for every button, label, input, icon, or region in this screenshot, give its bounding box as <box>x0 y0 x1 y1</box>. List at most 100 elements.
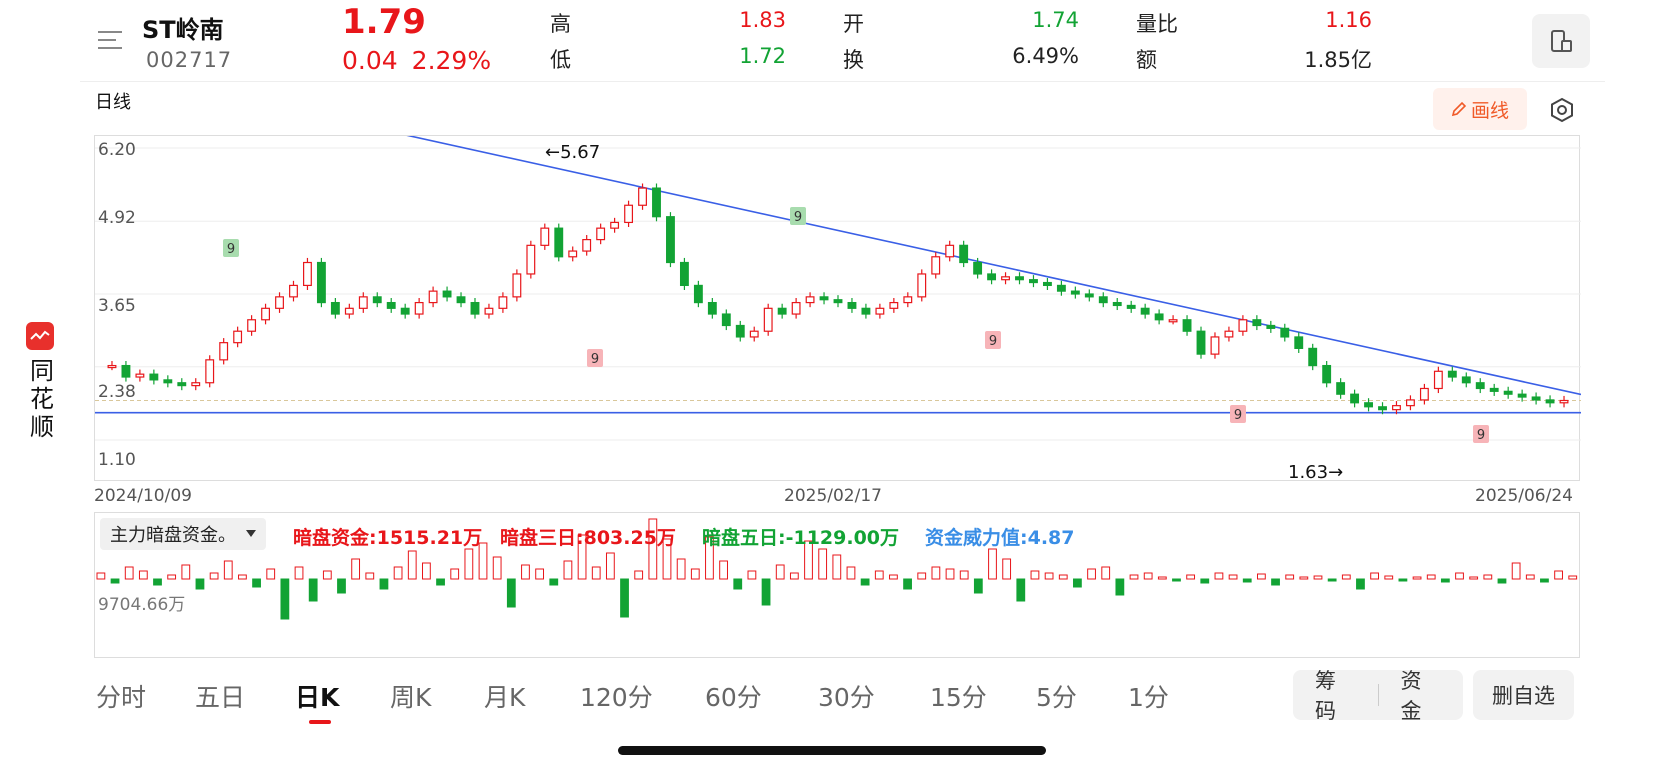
change-percent: 2.29% <box>411 46 492 75</box>
funds-button[interactable]: 资金 <box>1400 669 1422 723</box>
indicator-bar <box>1370 572 1379 580</box>
pencil-icon <box>1451 101 1467 117</box>
indicator-axis-label: 9704.66万 <box>98 595 186 615</box>
candle-body <box>721 313 731 327</box>
max-price-label: ←5.67 <box>545 142 601 163</box>
candle-body <box>554 227 564 258</box>
candle-body <box>1084 293 1094 298</box>
indicator-dark-pool-5d: 暗盘五日:-1129.00万 <box>702 527 900 549</box>
indicator-bar <box>889 574 898 580</box>
candle-body <box>470 301 480 315</box>
indicator-bar <box>1157 576 1167 580</box>
tab-5min[interactable]: 5分 <box>1036 683 1077 712</box>
indicator-bar <box>577 534 587 580</box>
candle-body <box>1489 387 1499 392</box>
indicator-selector[interactable]: 主力暗盘资金。 <box>100 518 266 550</box>
indicator-bar <box>252 578 261 588</box>
tab-five-day[interactable]: 五日 <box>195 683 246 712</box>
indicator-bars <box>96 518 1578 620</box>
candle-body <box>275 296 284 309</box>
indicator-bar <box>181 564 191 580</box>
candle-body <box>1280 327 1290 338</box>
indicator-bar <box>1200 578 1210 584</box>
y-tick-label: 2.38 <box>98 382 136 402</box>
indicator-bar <box>620 578 629 618</box>
indicator-bar <box>238 574 247 580</box>
volume-ratio-value: 1.16 <box>1325 8 1372 32</box>
candle-body <box>247 319 257 332</box>
candle-body <box>191 382 201 387</box>
tab-30min[interactable]: 30分 <box>818 683 875 712</box>
candle-body <box>1559 399 1569 404</box>
x-tick-label: 2025/06/24 <box>1475 486 1573 506</box>
indicator-bar <box>124 566 134 580</box>
high-value: 1.83 <box>739 8 786 32</box>
indicator-bar <box>521 564 530 580</box>
indicator-bar <box>591 566 601 580</box>
indicator-bar <box>1172 578 1181 582</box>
candle-body <box>456 296 466 304</box>
indicator-bar <box>945 568 955 580</box>
candle-body <box>666 216 675 264</box>
tab-15min[interactable]: 15分 <box>930 683 987 712</box>
indicator-bar <box>1271 578 1280 586</box>
settings-icon[interactable] <box>1548 96 1576 124</box>
y-tick-label: 3.65 <box>98 296 136 316</box>
candle-body <box>1461 376 1471 384</box>
y-tick-label: 4.92 <box>98 208 136 228</box>
indicator-bar <box>719 560 728 580</box>
candle-body <box>261 307 271 321</box>
indicator-bar <box>1412 576 1422 580</box>
divider <box>1377 684 1379 706</box>
kline-chart[interactable]: 9 9 9 9 9 9 <box>94 135 1581 482</box>
indicator-bar <box>478 542 488 580</box>
y-tick-label: 6.20 <box>98 140 136 160</box>
device-toggle-button[interactable] <box>1532 14 1590 68</box>
tab-intraday[interactable]: 分时 <box>96 683 147 712</box>
indicator-dark-pool: 暗盘资金:1515.21万 <box>293 527 483 549</box>
delete-watchlist-button[interactable]: 删自选 <box>1473 670 1574 720</box>
candle-body <box>1112 301 1122 307</box>
indicator-bar <box>1568 575 1578 580</box>
candle-body <box>1056 284 1066 292</box>
td-sequence-marker-bg <box>223 239 239 257</box>
indicator-bar <box>1285 574 1295 580</box>
indicator-bar <box>1256 573 1266 580</box>
candle-body <box>316 261 326 304</box>
tab-weekly-k[interactable]: 周K <box>390 683 432 712</box>
indicator-bar <box>1384 575 1394 580</box>
candle-body <box>1433 370 1443 390</box>
indicator-bar <box>1058 574 1068 580</box>
td-sequence-marker-bg <box>1230 405 1246 423</box>
indicator-bar <box>1016 578 1026 602</box>
indicator-bar <box>1073 578 1082 588</box>
home-indicator <box>618 746 1046 755</box>
candle-body <box>344 307 354 315</box>
kline-plot[interactable]: 9 9 9 9 9 9 <box>95 136 1581 482</box>
candle-body <box>498 296 508 309</box>
candle-body <box>1419 387 1429 401</box>
tab-120min[interactable]: 120分 <box>580 683 653 712</box>
open-value: 1.74 <box>1032 8 1079 32</box>
candle-body <box>735 324 745 338</box>
tab-daily-k[interactable]: 日K <box>295 683 340 712</box>
indicator-bar <box>676 558 686 580</box>
chips-button[interactable]: 筹码 <box>1315 669 1336 723</box>
high-label: 高 <box>550 12 571 36</box>
candle-body <box>1503 390 1513 395</box>
candle-body <box>1364 402 1373 408</box>
tab-1min[interactable]: 1分 <box>1128 683 1169 712</box>
tab-monthly-k[interactable]: 月K <box>484 683 526 712</box>
tab-60min[interactable]: 60分 <box>705 683 762 712</box>
indicator-bar <box>1440 578 1450 583</box>
candle-body <box>1252 319 1262 327</box>
indicator-bar <box>308 578 318 602</box>
draw-line-button[interactable]: 画线 <box>1433 88 1527 130</box>
amount-label: 额 <box>1136 48 1157 72</box>
menu-icon[interactable] <box>96 28 126 52</box>
indicator-bar <box>1044 572 1054 580</box>
candle-body <box>945 244 955 258</box>
candle-body <box>1405 399 1415 407</box>
indicator-bar <box>351 558 361 580</box>
indicator-bar <box>1228 574 1238 580</box>
